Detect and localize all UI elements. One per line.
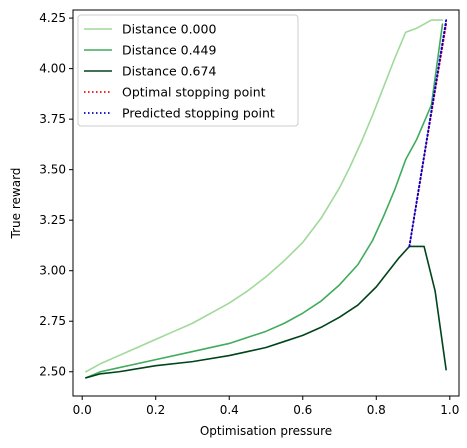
legend-label-distance-0-000: Distance 0.000 xyxy=(122,22,216,37)
y-tick-label: 3.25 xyxy=(39,213,66,227)
y-tick-label: 3.75 xyxy=(39,112,66,126)
legend-label-distance-0-449: Distance 0.449 xyxy=(122,43,216,58)
x-tick-label: 1.0 xyxy=(440,403,459,417)
series-line-distance-0-674 xyxy=(85,245,447,379)
legend-label-optimal-stopping-point: Optimal stopping point xyxy=(122,85,266,100)
series-line-distance-0-000 xyxy=(85,19,444,373)
y-tick-label: 4.00 xyxy=(39,62,66,76)
x-tick-label: 0.6 xyxy=(293,403,312,417)
legend: Distance 0.000 Distance 0.449 Distance 0.6… xyxy=(77,14,299,127)
series-lines xyxy=(85,19,448,379)
y-tick-label: 2.75 xyxy=(39,314,66,328)
x-tick-label: 0.4 xyxy=(220,403,239,417)
x-axis-ticks: 0.0 0.2 0.4 0.6 0.8 1.0 xyxy=(73,396,459,417)
y-tick-label: 2.50 xyxy=(39,365,66,379)
legend-label-predicted-stopping-point: Predicted stopping point xyxy=(122,106,275,121)
y-tick-label: 4.25 xyxy=(39,11,66,25)
y-axis-label: True reward xyxy=(9,168,23,240)
y-axis-ticks: 2.50 2.75 3.00 3.25 3.50 3.75 4.00 4.25 xyxy=(39,11,73,379)
series-line-predicted-stopping-point xyxy=(408,19,448,248)
y-tick-label: 3.00 xyxy=(39,264,66,278)
x-tick-label: 0.8 xyxy=(367,403,386,417)
x-tick-label: 0.0 xyxy=(73,403,92,417)
legend-box xyxy=(77,14,299,127)
series-line-distance-0-449 xyxy=(85,23,444,379)
y-tick-label: 3.50 xyxy=(39,163,66,177)
x-axis-label: Optimisation pressure xyxy=(200,424,332,438)
plot-frame xyxy=(72,9,460,397)
legend-label-distance-0-674: Distance 0.674 xyxy=(122,64,216,79)
x-tick-label: 0.2 xyxy=(146,403,165,417)
